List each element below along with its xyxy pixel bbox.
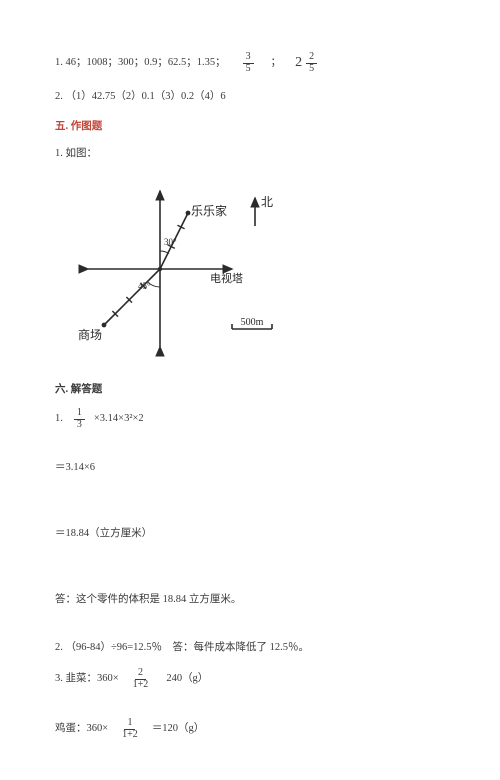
s6-q1-prefix: 1. <box>55 409 63 429</box>
s6-q1-ans: 答：这个零件的体积是 18.84 立方厘米。 <box>55 590 445 610</box>
semicolon: ； <box>271 53 282 73</box>
frac-2-1p2: 2 1+2 <box>130 668 152 690</box>
f2-d: 1+2 <box>130 680 152 691</box>
frac-1-1p2: 1 1+2 <box>119 718 141 740</box>
svg-text:电视塔: 电视塔 <box>210 271 243 285</box>
s6-q1-step2: ＝3.14×6 <box>55 458 445 478</box>
page: 1. 46；1008；300；0.9；62.5；1.35； 3 5 ； 2 2 … <box>0 0 500 780</box>
s6-q3a: 3. 韭菜：360× 2 1+2 240（g） <box>55 668 445 690</box>
answer1-prefix: 1. 46；1008；300；0.9；62.5；1.35； <box>55 53 226 73</box>
mixed-frac: 2 5 <box>306 52 317 74</box>
svg-text:北: 北 <box>261 195 273 209</box>
svg-text:30°: 30° <box>164 237 177 247</box>
s6-q3b-suffix: ＝120（g） <box>152 719 205 739</box>
answer-line-1: 1. 46；1008；300；0.9；62.5；1.35； 3 5 ； 2 2 … <box>55 50 445 77</box>
f1-n: 1 <box>124 718 135 730</box>
direction-diagram: 乐乐家电视塔商场 30° 45° 北 500m <box>70 174 300 364</box>
s6-q1-step3: ＝18.84（立方厘米） <box>55 524 445 544</box>
mixed-whole: 2 <box>295 50 302 77</box>
answer2-text: 2. （1）42.75（2）0.1（3）0.2（4）6 <box>55 87 226 107</box>
f13-d: 3 <box>74 420 85 431</box>
s6-q3b-prefix: 鸡蛋：360× <box>55 719 108 739</box>
svg-text:45°: 45° <box>138 281 151 291</box>
frac-1-3: 1 3 <box>74 408 85 430</box>
f2-n: 2 <box>135 668 146 680</box>
s6-q1-line1: 1. 1 3 ×3.14×3²×2 <box>55 408 445 430</box>
svg-text:500m: 500m <box>241 317 264 328</box>
mixed-den: 5 <box>306 64 317 75</box>
answer-line-2: 2. （1）42.75（2）0.1（3）0.2（4）6 <box>55 87 445 107</box>
section-6-title: 六. 解答题 <box>55 380 445 400</box>
s6-q2: 2. （96-84）÷96=12.5％ 答：每件成本降低了 12.5％。 <box>55 638 445 658</box>
s6-q3-suffix: 240（g） <box>166 669 208 689</box>
section-5-title: 五. 作图题 <box>55 117 445 137</box>
svg-text:乐乐家: 乐乐家 <box>191 203 227 218</box>
s6-q3-prefix: 3. 韭菜：360× <box>55 669 119 689</box>
svg-text:商场: 商场 <box>78 327 102 342</box>
q5-1-text: 1. 如图： <box>55 144 97 164</box>
s6-q1-mid: ×3.14×3²×2 <box>94 409 144 429</box>
mixed-2-2-5: 2 2 5 <box>295 50 320 77</box>
frac-3-5: 3 5 <box>243 52 254 74</box>
s6-q3b: 鸡蛋：360× 1 1+2 ＝120（g） <box>55 718 445 740</box>
f1-d: 1+2 <box>119 730 141 741</box>
diagram-container: 乐乐家电视塔商场 30° 45° 北 500m <box>70 174 445 372</box>
frac-den: 5 <box>243 64 254 75</box>
q5-1-label: 1. 如图： <box>55 144 445 164</box>
